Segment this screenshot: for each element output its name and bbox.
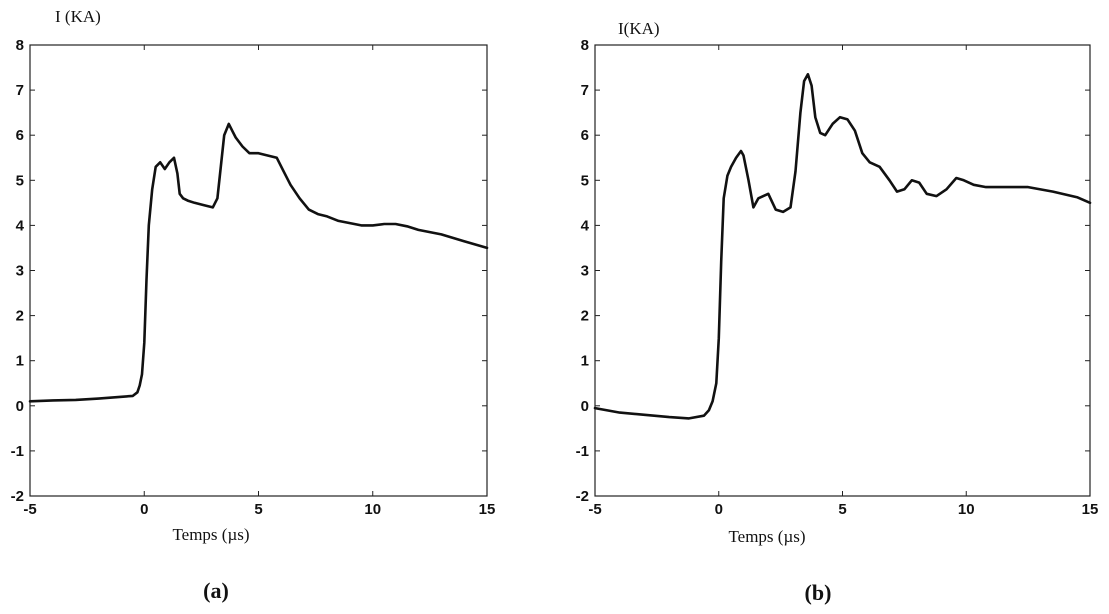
plot-frame-b <box>594 44 1091 497</box>
y-tick-label-a: 8 <box>16 37 24 54</box>
y-tick-label-b: 5 <box>581 172 589 189</box>
y-tick-label-a: -1 <box>11 443 24 460</box>
plot-area-a: -5 0 5 10 15 -2 -1 0 1 2 3 4 5 6 7 8 <box>11 37 496 518</box>
x-tick-label-b: 10 <box>958 501 975 518</box>
y-tick-label-b: -1 <box>576 443 589 460</box>
y-tick-label-a: 1 <box>16 353 24 370</box>
x-tick-label-b: 15 <box>1082 501 1099 518</box>
y-tick-label-b: 1 <box>581 353 589 370</box>
y-tick-label-b: 4 <box>581 217 590 234</box>
y-tick-label-b: 6 <box>581 127 589 144</box>
plot-area-b: -5 0 5 10 15 -2 -1 0 1 2 3 4 5 6 7 8 <box>576 37 1099 518</box>
y-tick-label-b: 3 <box>581 263 589 280</box>
y-tick-label-b: 0 <box>581 398 589 415</box>
y-tick-label-a: 4 <box>16 217 25 234</box>
x-tick-label-b: 0 <box>715 501 723 518</box>
x-tick-label-a: 5 <box>254 501 262 518</box>
x-tick-label-a: -5 <box>23 501 36 518</box>
y-tick-label-a: 3 <box>16 263 24 280</box>
x-tick-label-a: 0 <box>140 501 148 518</box>
panel-label-b: (b) <box>805 580 832 605</box>
x-tick-label-b: 5 <box>838 501 846 518</box>
plot-frame-a <box>29 44 488 497</box>
y-axis-label-b: I(KA) <box>618 19 660 38</box>
y-tick-label-b: 7 <box>581 82 589 99</box>
y-tick-label-b: -2 <box>576 488 589 505</box>
y-tick-label-a: 2 <box>16 308 24 325</box>
x-tick-label-b: -5 <box>588 501 601 518</box>
x-axis-label-a: Temps (µs) <box>172 525 249 544</box>
series-line-b-0 <box>593 73 1092 420</box>
chart-panel-b: I(KA) -5 0 5 10 15 -2 -1 0 1 2 3 4 5 6 7 8 Temps (µs) (… <box>576 19 1099 605</box>
y-tick-label-a: 6 <box>16 127 24 144</box>
y-tick-label-a: 7 <box>16 82 24 99</box>
y-tick-label-b: 2 <box>581 308 589 325</box>
series-line-a-0 <box>28 122 489 403</box>
y-tick-label-b: 8 <box>581 37 589 54</box>
y-tick-label-a: 0 <box>16 398 24 415</box>
y-axis-label-a: I (KA) <box>55 7 101 26</box>
x-tick-label-a: 15 <box>479 501 496 518</box>
y-tick-label-a: -2 <box>11 488 24 505</box>
y-tick-label-a: 5 <box>16 172 24 189</box>
x-axis-label-b: Temps (µs) <box>728 527 805 546</box>
x-tick-label-a: 10 <box>364 501 381 518</box>
panel-label-a: (a) <box>203 578 229 603</box>
